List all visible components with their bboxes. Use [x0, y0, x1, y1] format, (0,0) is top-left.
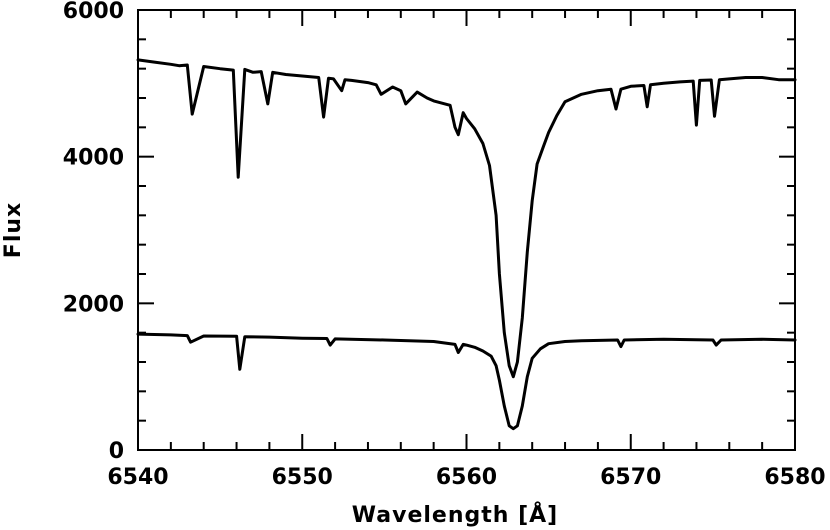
- y-axis-ticks: 0 2000 4000 6000: [63, 0, 795, 464]
- y-tick-label: 6000: [63, 0, 124, 24]
- y-tick-label: 2000: [63, 292, 124, 317]
- y-axis-label: Flux: [1, 202, 26, 258]
- x-tick-label: 6580: [764, 465, 825, 490]
- y-tick-label: 0: [109, 439, 124, 464]
- spectrum-series-line-1: [136, 58, 797, 379]
- x-axis-ticks: 6540 6550 6560 6570 6580: [107, 10, 826, 490]
- plot-frame: [137, 9, 796, 451]
- x-tick-label: 6570: [600, 465, 661, 490]
- plot-area: [136, 9, 797, 451]
- spectrum-series-line-2: [136, 332, 797, 431]
- x-tick-label: 6540: [107, 465, 168, 490]
- x-axis-label: Wavelength [Å]: [352, 502, 558, 528]
- x-tick-label: 6550: [272, 465, 333, 490]
- y-tick-label: 4000: [63, 146, 124, 171]
- x-tick-label: 6560: [436, 465, 497, 490]
